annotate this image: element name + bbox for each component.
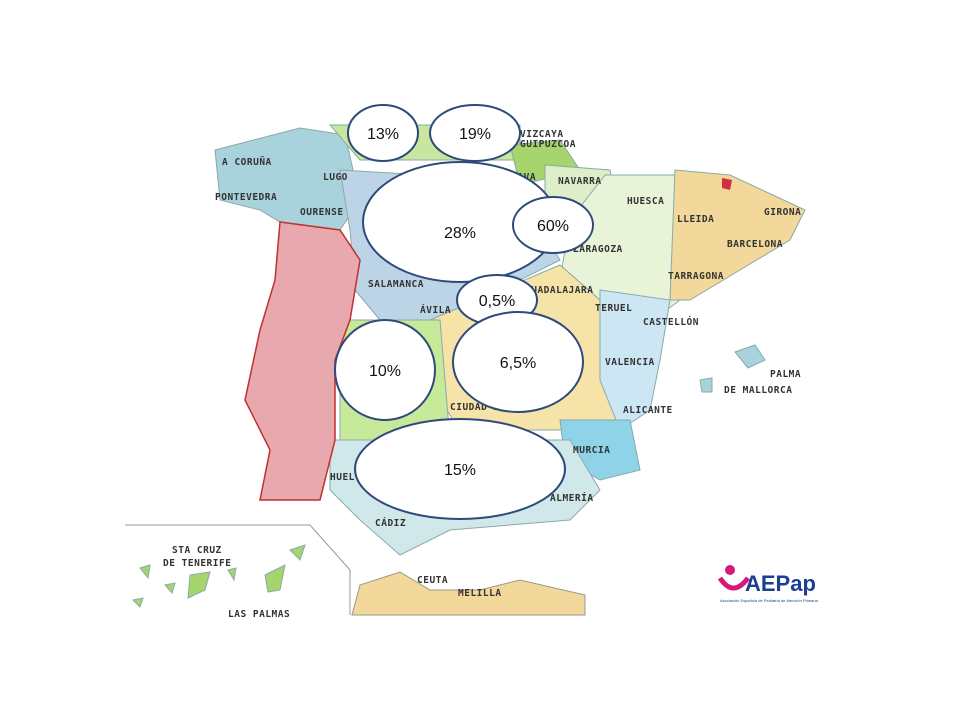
- province-label: GIRONA: [764, 207, 801, 218]
- bubble: [354, 418, 566, 520]
- canary-island: [131, 597, 144, 608]
- bubble-label: 13%: [367, 126, 399, 143]
- province-label: DE MALLORCA: [724, 385, 792, 396]
- bubble: [429, 104, 521, 162]
- bubbles: 13% 19% 28% 60% 0,5% 10% 6,5% 15%: [334, 104, 594, 520]
- bubble-label: 0,5%: [479, 293, 515, 310]
- province-label: TERUEL: [595, 303, 632, 314]
- province-label: GUIPUZCOA: [520, 139, 576, 150]
- africa-coast: [351, 571, 586, 616]
- province-label: VALENCIA: [605, 357, 655, 368]
- province-label: ÁVILA: [420, 304, 451, 316]
- province-label: TARRAGONA: [668, 271, 724, 282]
- bubble-label: 19%: [459, 126, 491, 143]
- province-label: PONTEVEDRA: [215, 192, 277, 203]
- logo-subtitle: Asociación Española de Pediatría de Aten…: [720, 598, 819, 603]
- valencia: [599, 289, 671, 431]
- province-label: ZARAGOZA: [573, 244, 623, 255]
- province-label: A CORUÑA: [222, 157, 272, 168]
- canary-island: [227, 567, 237, 582]
- province-label: CÁDIZ: [375, 517, 406, 529]
- province-label: VIZCAYA: [520, 129, 564, 140]
- bubble-label: 10%: [369, 363, 401, 380]
- logo-icon: [717, 576, 750, 591]
- province-label: LUGO: [323, 172, 348, 183]
- logo-icon: [725, 565, 735, 575]
- province-label: CIUDAD REAL: [450, 402, 518, 413]
- province-label: CASTELLÓN: [643, 316, 699, 328]
- inset-frame: [125, 524, 351, 615]
- province-label: GUADALAJARA: [525, 285, 593, 296]
- bubble: [512, 196, 594, 254]
- province-label: CEUTA: [417, 575, 448, 586]
- girona-marker: [722, 178, 732, 190]
- province-label: LLEIDA: [677, 214, 714, 225]
- province-label: MURCIA: [573, 445, 610, 456]
- province-label: ALICANTE: [623, 405, 673, 416]
- baleares: [699, 377, 713, 393]
- canary-island: [164, 582, 176, 595]
- bubble: [334, 319, 436, 421]
- province-label: HUESCA: [627, 196, 664, 207]
- bubble-label: 60%: [537, 218, 569, 235]
- bubble-label: 28%: [444, 225, 476, 242]
- portugal: [244, 221, 361, 501]
- province-label: NAVARRA: [558, 176, 602, 187]
- province-label: HUELVA: [330, 472, 367, 483]
- logo-name: AEPap: [745, 571, 816, 596]
- logo: AEPap Asociación Española de Pediatría d…: [717, 565, 819, 603]
- canary-island: [289, 544, 306, 561]
- catalonia: [669, 169, 806, 301]
- province-label: BARCELONA: [727, 239, 783, 250]
- baleares: [734, 344, 766, 369]
- province-label: LAS PALMAS: [228, 609, 290, 620]
- province-label: STA CRUZ: [172, 545, 222, 556]
- bubble-label: 15%: [444, 462, 476, 479]
- bubble: [347, 104, 419, 162]
- province-label: SALAMANCA: [368, 279, 424, 290]
- bubble: [452, 311, 584, 413]
- province-labels: A CORUÑA LUGO PONTEVEDRA OURENSE VIZCAYA…: [163, 129, 801, 620]
- province-label: OURENSE: [300, 207, 344, 218]
- province-label: MELILLA: [458, 588, 502, 599]
- canary-island: [264, 564, 286, 593]
- province-label: PALMA: [770, 369, 801, 380]
- canary-island: [187, 571, 211, 599]
- bubble-label: 6,5%: [500, 355, 536, 372]
- province-label: ALMERÍA: [550, 492, 594, 504]
- canary-island: [139, 564, 151, 580]
- province-label: DE TENERIFE: [163, 558, 231, 569]
